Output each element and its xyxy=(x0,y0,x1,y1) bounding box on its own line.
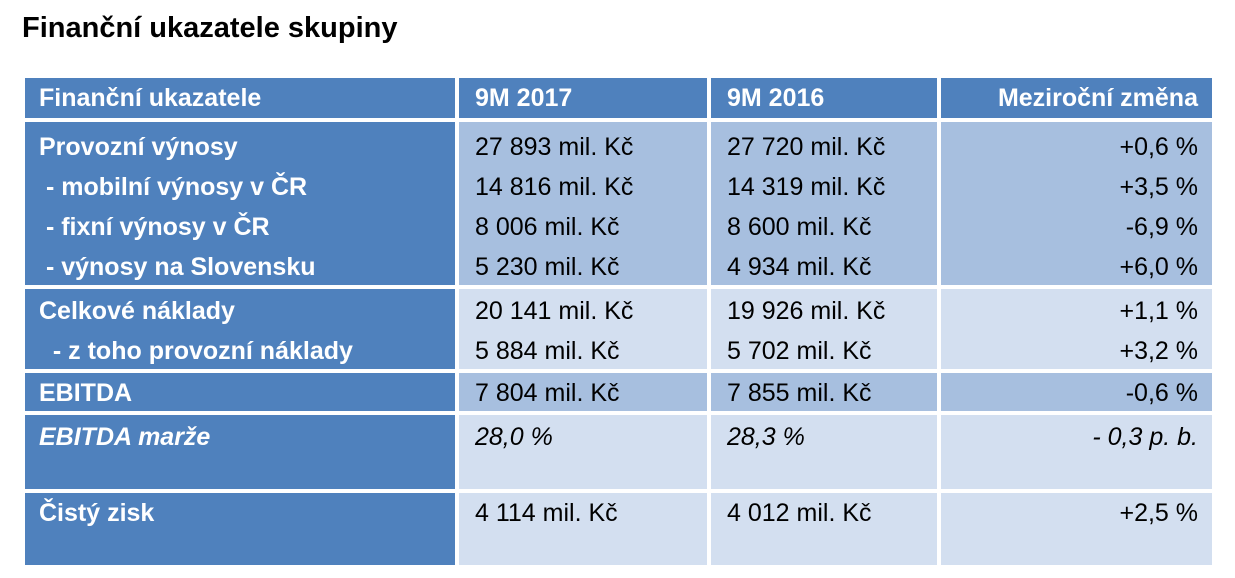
cell-value: 28,3 % xyxy=(727,423,805,451)
data-cell: 7 855 mil. Kč xyxy=(711,373,937,411)
data-cell: 4 114 mil. Kč xyxy=(459,493,707,565)
cell-value: 28,0 % xyxy=(475,423,553,451)
data-cell: 4 012 mil. Kč xyxy=(711,493,937,565)
cell-value: +3,5 % xyxy=(1119,173,1198,201)
row-label: EBITDA marže xyxy=(39,423,211,451)
cell-value: - 0,3 p. b. xyxy=(1092,423,1198,451)
cell-value: +6,0 % xyxy=(1119,253,1198,281)
data-cell: 27 720 mil. Kč 14 319 mil. Kč 8 600 mil. K… xyxy=(711,122,937,285)
data-cell: - 0,3 p. b. xyxy=(941,415,1212,489)
cell-value: 4 012 mil. Kč xyxy=(727,499,872,527)
data-cell: -0,6 % xyxy=(941,373,1212,411)
data-cell: 27 893 mil. Kč 14 816 mil. Kč 8 006 mil. K… xyxy=(459,122,707,285)
row-label-cell: Čistý zisk xyxy=(25,493,455,565)
cell-value: 5 702 mil. Kč xyxy=(727,337,872,365)
cell-value: 4 934 mil. Kč xyxy=(727,253,872,281)
cell-value: 4 114 mil. Kč xyxy=(475,499,618,527)
row-label-cell: EBITDA marže xyxy=(25,415,455,489)
row-label: - výnosy na Slovensku xyxy=(39,253,316,281)
row-label: - fixní výnosy v ČR xyxy=(39,213,270,241)
cell-value: 27 720 mil. Kč xyxy=(727,133,886,161)
page-title: Finanční ukazatele skupiny xyxy=(22,12,398,44)
row-label: Čistý zisk xyxy=(39,499,155,527)
data-cell: 20 141 mil. Kč 5 884 mil. Kč xyxy=(459,289,707,369)
cell-value: 8 006 mil. Kč xyxy=(475,213,620,241)
row-label: EBITDA xyxy=(39,379,133,407)
data-cell: 28,3 % xyxy=(711,415,937,489)
header-cell: 9M 2017 xyxy=(459,78,707,118)
cell-value: -6,9 % xyxy=(1125,213,1198,241)
row-label-cell: Celkové náklady - z toho provozní náklad… xyxy=(25,289,455,369)
row-label: Celkové náklady xyxy=(39,297,235,325)
cell-value: 5 230 mil. Kč xyxy=(475,253,620,281)
row-label: - z toho provozní náklady xyxy=(39,337,353,365)
row-label-cell: EBITDA xyxy=(25,373,455,411)
cell-value: 7 855 mil. Kč xyxy=(727,379,872,407)
data-cell: 28,0 % xyxy=(459,415,707,489)
data-cell: 7 804 mil. Kč xyxy=(459,373,707,411)
cell-value: +3,2 % xyxy=(1119,337,1198,365)
cell-value: 5 884 mil. Kč xyxy=(475,337,620,365)
cell-value: 20 141 mil. Kč xyxy=(475,297,634,325)
data-cell: +0,6 % +3,5 % -6,9 % +6,0 % xyxy=(941,122,1212,285)
cell-value: +2,5 % xyxy=(1119,499,1198,527)
cell-value: 14 319 mil. Kč xyxy=(727,173,886,201)
data-cell: +2,5 % xyxy=(941,493,1212,565)
cell-value: +0,6 % xyxy=(1119,133,1198,161)
data-cell: 19 926 mil. Kč 5 702 mil. Kč xyxy=(711,289,937,369)
data-cell: +1,1 % +3,2 % xyxy=(941,289,1212,369)
cell-value: 19 926 mil. Kč xyxy=(727,297,886,325)
row-label: - mobilní výnosy v ČR xyxy=(39,173,308,201)
header-cell: Meziroční změna xyxy=(941,78,1212,118)
cell-value: 7 804 mil. Kč xyxy=(475,379,620,407)
header-cell: Finanční ukazatele xyxy=(25,78,455,118)
cell-value: 27 893 mil. Kč xyxy=(475,133,634,161)
header-cell: 9M 2016 xyxy=(711,78,937,118)
cell-value: 14 816 mil. Kč xyxy=(475,173,634,201)
cell-value: -0,6 % xyxy=(1125,379,1198,407)
cell-value: +1,1 % xyxy=(1119,297,1198,325)
cell-value: 8 600 mil. Kč xyxy=(727,213,872,241)
row-label: Provozní výnosy xyxy=(39,133,238,161)
row-label-cell: Provozní výnosy - mobilní výnosy v ČR - … xyxy=(25,122,455,285)
